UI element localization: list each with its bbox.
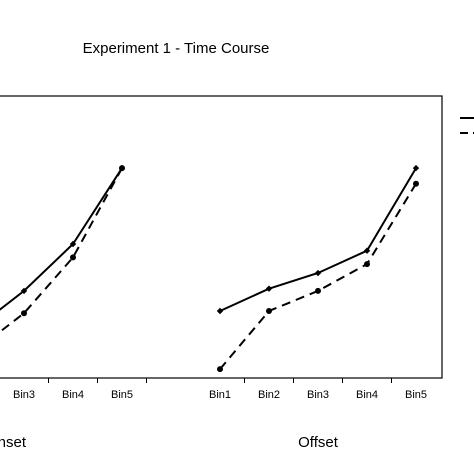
marker-onset-dashed-bin5 [119,165,125,172]
marker-onset-dashed-bin3 [21,310,27,317]
chart-title: Experiment 1 - Time Course [83,40,270,57]
tick-label-offset-bin1: Bin1 [209,389,231,401]
marker-offset-dashed-bin5 [413,180,419,187]
series-lines [0,167,417,370]
tick-label-offset-bin4: Bin4 [356,389,378,401]
group-label-onset: Onset [0,434,27,451]
marker-offset-solid-bin4 [363,247,371,254]
series-line-offset-dashed [219,183,417,370]
marker-offset-solid-bin2 [265,285,273,292]
tick-label-onset-bin4: Bin4 [62,389,84,401]
tick-label-onset-bin5: Bin5 [111,389,133,401]
series-line-onset-dashed [0,167,123,334]
marker-offset-solid-bin1 [216,307,224,315]
tick-label-onset-bin3: Bin3 [13,389,35,401]
tick-label-offset-bin3: Bin3 [307,389,329,401]
x-axis-ticks [48,378,392,383]
x-axis-tick-labels: Bin1Bin2Bin3Bin4Bin5Bin1Bin2Bin3Bin4Bin5 [13,389,427,401]
marker-onset-solid-bin3 [20,287,28,295]
marker-offset-dashed-bin3 [315,287,321,294]
marker-offset-solid-bin5 [412,164,420,172]
legend [460,117,474,134]
marker-onset-dashed-bin4 [70,254,76,261]
marker-offset-dashed-bin1 [217,366,223,373]
plot-frame [0,95,443,379]
marker-offset-dashed-bin4 [364,261,370,268]
tick-label-offset-bin5: Bin5 [405,389,427,401]
marker-onset-solid-bin4 [69,240,77,248]
marker-offset-solid-bin3 [314,269,322,277]
tick-label-offset-bin2: Bin2 [258,389,280,401]
series-markers [20,164,420,373]
series-line-onset-solid [0,167,123,311]
group-label-offset: Offset [298,434,339,451]
marker-offset-dashed-bin2 [266,308,272,314]
